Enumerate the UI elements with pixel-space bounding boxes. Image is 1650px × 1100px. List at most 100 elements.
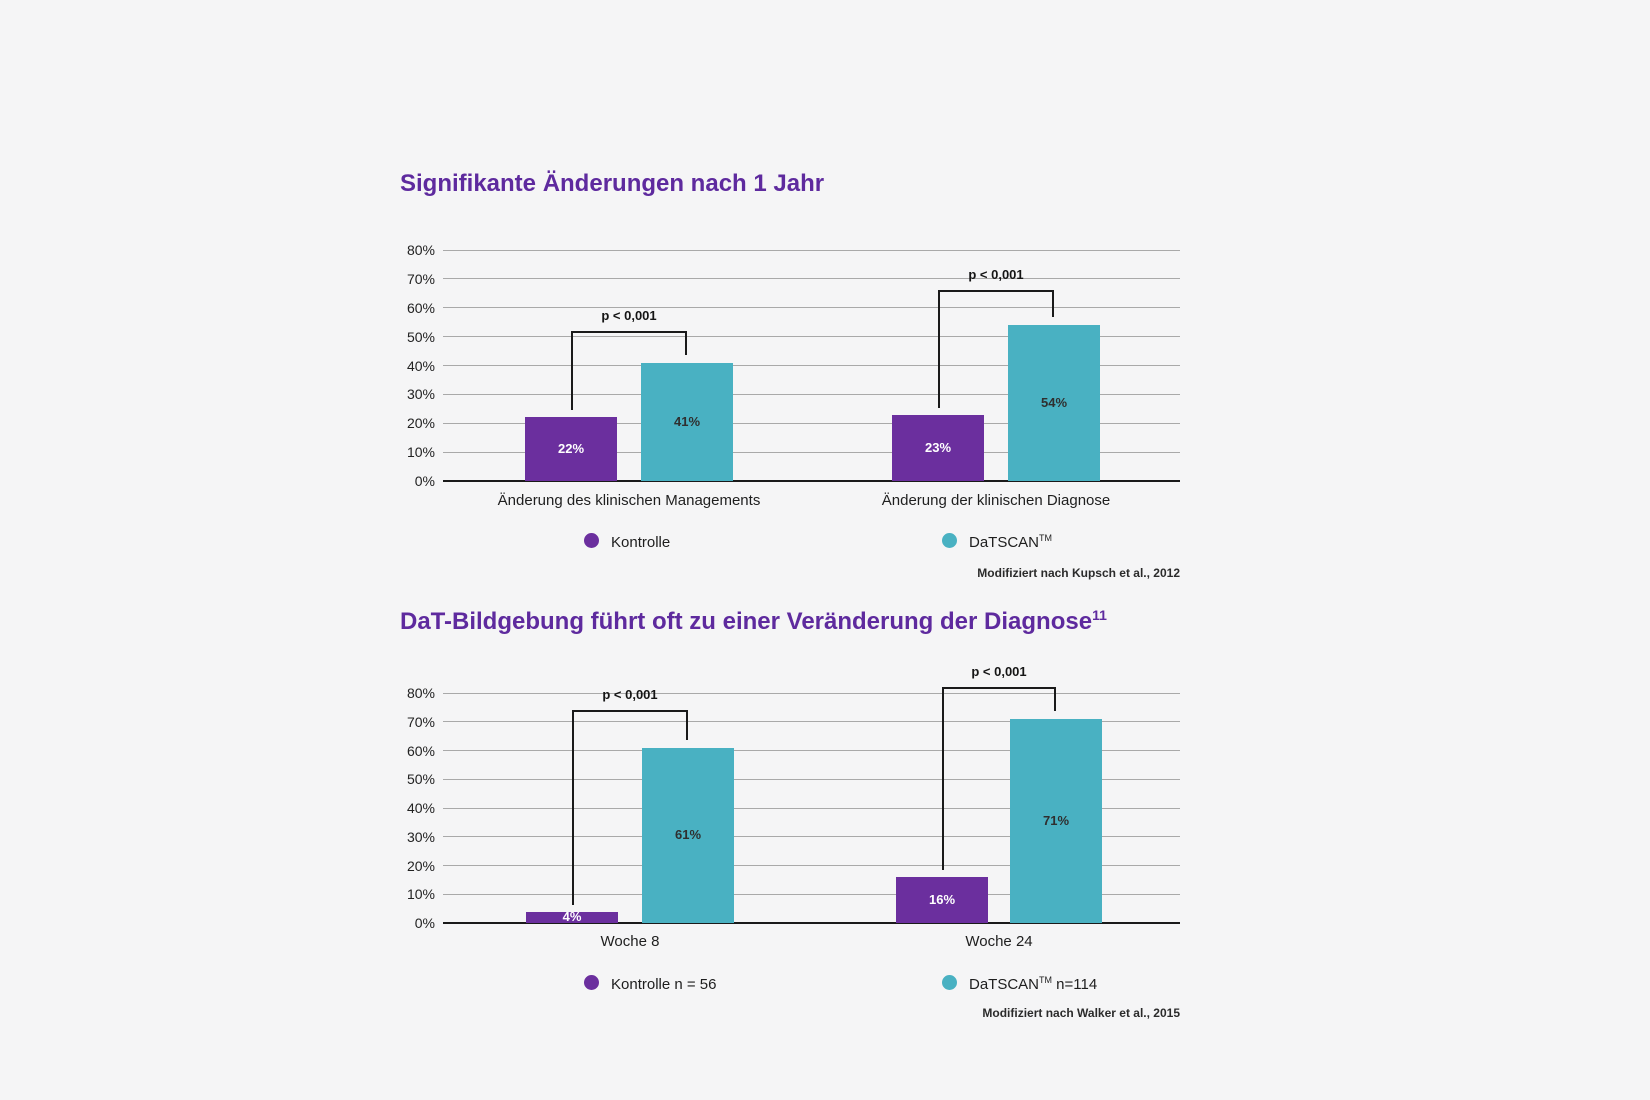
legend-label-datscan: DaTSCANTM: [969, 529, 1052, 552]
gridline: [443, 807, 1180, 809]
bar-value-label: 23%: [924, 439, 952, 455]
legend-label-kontrolle: Kontrolle: [611, 529, 670, 552]
significance-bracket-bar: [942, 687, 1056, 690]
category-label: Woche 24: [965, 933, 1033, 950]
significance-bracket-right: [685, 330, 687, 355]
legend-item-kontrolle: Kontrolle: [584, 529, 670, 552]
p-value-label: p < 0,001: [602, 687, 658, 703]
p-value-label: p < 0,001: [971, 664, 1027, 680]
y-axis-tick-label: 50%: [406, 328, 435, 345]
y-axis-tick-label: 50%: [406, 771, 435, 788]
gridline: [443, 750, 1180, 751]
legend-label-text: Kontrolle: [611, 533, 671, 551]
y-axis-tick-label: 40%: [406, 357, 435, 374]
bar-kontrolle: [896, 877, 988, 923]
bar-kontrolle: [526, 911, 618, 923]
gridline: [443, 865, 1180, 866]
chart-title-superscript: 11: [1092, 607, 1107, 623]
gridline: [443, 307, 1180, 309]
category-label: Änderung der klinischen Diagnose: [881, 492, 1111, 509]
gridline: [443, 278, 1180, 280]
bar-value-label: 71%: [1042, 812, 1070, 828]
legend-label-suffix: n=114: [1052, 975, 1098, 993]
y-axis-tick-label: 0%: [414, 915, 435, 931]
y-axis-tick-label: 30%: [406, 386, 435, 403]
bar-datscan: [1010, 718, 1102, 923]
significance-bracket-left: [942, 687, 944, 870]
bar-value-label: 61%: [674, 827, 702, 843]
legend-label-text: Kontrolle n = 56: [611, 975, 717, 993]
gridline: [443, 692, 1180, 694]
chart-title-text: Signifikante Änderungen nach 1 Jahr: [400, 170, 825, 197]
x-axis: [443, 922, 1180, 924]
y-axis-tick-label: 60%: [406, 299, 435, 316]
significance-bracket-left: [571, 330, 573, 411]
p-value-label: p < 0,001: [601, 307, 657, 323]
y-axis-tick-label: 20%: [406, 415, 435, 432]
gridline: [443, 249, 1180, 251]
source-note: Modifiziert nach Kupsch et al., 2012: [977, 566, 1180, 580]
legend-label-datscan: DaTSCANTM n=114: [969, 971, 1097, 994]
y-axis-tick-label: 20%: [406, 857, 435, 874]
legend-label-text: DaTSCAN: [969, 975, 1040, 993]
significance-bracket-bar: [938, 290, 1054, 293]
gridline: [443, 451, 1180, 453]
bar-value-label: 41%: [673, 413, 701, 429]
bar-kontrolle: [525, 417, 617, 481]
gridline: [443, 393, 1180, 395]
bar-value-label: 16%: [928, 892, 956, 907]
chart-title: Signifikante Änderungen nach 1 Jahr: [400, 169, 824, 198]
legend-label-kontrolle: Kontrolle n = 56: [611, 971, 717, 994]
legend-label-sup: TM: [1039, 974, 1053, 985]
legend-item-kontrolle: Kontrolle n = 56: [584, 971, 717, 994]
legend-dot-datscan: [942, 532, 957, 548]
significance-bracket-bar: [571, 330, 687, 333]
bar-kontrolle: [892, 414, 984, 481]
y-axis-tick-label: 40%: [406, 800, 435, 816]
significance-bracket-right: [686, 710, 688, 740]
legend-label-sup: TM: [1039, 532, 1053, 543]
bar-value-label: 54%: [1040, 395, 1068, 411]
legend-label-text: DaTSCAN: [969, 533, 1040, 551]
chart-title-text: DaT-Bildgebung führt oft zu einer Veränd…: [400, 608, 1093, 635]
significance-bracket-right: [1054, 687, 1056, 711]
legend-item-datscan: DaTSCANTM: [942, 529, 1052, 552]
gridline: [443, 336, 1180, 338]
y-axis-tick-label: 80%: [406, 242, 435, 258]
y-axis-tick-label: 10%: [406, 886, 435, 903]
chart-title: DaT-Bildgebung führt oft zu einer Veränd…: [400, 607, 1107, 636]
bar-value-label: 22%: [557, 441, 585, 457]
y-axis-tick-label: 0%: [414, 473, 435, 489]
significance-bracket-left: [938, 290, 940, 408]
x-axis: [443, 480, 1180, 482]
category-label: Änderung des klinischen Managements: [497, 492, 761, 509]
significance-bracket-right: [1052, 290, 1054, 318]
p-value-label: p < 0,001: [968, 267, 1024, 283]
bar-value-label: 4%: [562, 909, 582, 925]
y-axis-tick-label: 80%: [406, 685, 435, 701]
significance-bracket-left: [572, 710, 574, 905]
legend-dot-datscan: [942, 974, 957, 990]
y-axis-tick-label: 70%: [406, 713, 435, 730]
significance-bracket-bar: [572, 710, 688, 713]
y-axis-tick-label: 30%: [406, 828, 435, 845]
gridline: [443, 365, 1180, 366]
legend-item-datscan: DaTSCANTM n=114: [942, 971, 1097, 994]
legend-dot-kontrolle: [584, 532, 599, 548]
category-label: Woche 8: [600, 933, 660, 950]
legend-dot-kontrolle: [584, 974, 599, 990]
bar-datscan: [642, 747, 734, 923]
bar-datscan: [1008, 325, 1100, 481]
gridline: [443, 721, 1180, 723]
gridline: [443, 422, 1180, 424]
gridline: [443, 893, 1180, 895]
gridline: [443, 778, 1180, 780]
gridline: [443, 836, 1180, 838]
y-axis-tick-label: 60%: [406, 742, 435, 759]
source-note: Modifiziert nach Walker et al., 2015: [982, 1006, 1180, 1020]
